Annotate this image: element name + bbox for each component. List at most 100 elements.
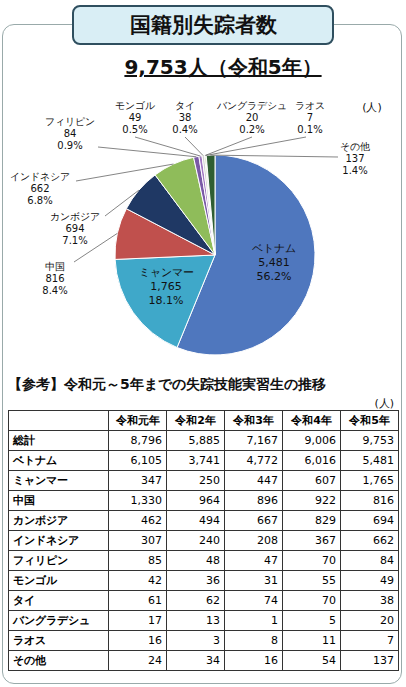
html-text:74: 74 [264, 594, 278, 607]
svg-text:ベトナム: ベトナム [252, 242, 296, 255]
svg-text:20: 20 [246, 112, 259, 123]
svg-text:カンボジア: カンボジア [50, 211, 100, 222]
html-text:367: 367 [315, 534, 336, 547]
svg-text:0.2%: 0.2% [239, 124, 264, 135]
html-text:令和4年: 令和4年 [291, 414, 332, 427]
html-text:36: 36 [206, 574, 220, 587]
html-text:インドネシア: インドネシア [13, 534, 79, 547]
html-text:ミャンマー: ミャンマー [13, 474, 68, 487]
html-text:9,753: 9,753 [362, 434, 394, 447]
html-text:カンボジア: カンボジア [13, 514, 68, 527]
svg-text:7.1%: 7.1% [62, 235, 87, 246]
html-text:62: 62 [206, 594, 220, 607]
svg-text:18.1%: 18.1% [149, 294, 184, 307]
html-text:タイ: タイ [13, 594, 35, 607]
html-text:347: 347 [141, 474, 162, 487]
html-text:250: 250 [199, 474, 220, 487]
html-text:607: 607 [315, 474, 336, 487]
html-text:964: 964 [199, 494, 220, 507]
html-text:3,741: 3,741 [188, 454, 220, 467]
svg-text:0.1%: 0.1% [297, 124, 322, 135]
svg-text:7: 7 [307, 112, 313, 123]
html-text:(人): (人) [374, 397, 394, 410]
svg-text:その他: その他 [340, 141, 370, 152]
html-text:70: 70 [322, 554, 336, 567]
html-text:令和2年: 令和2年 [175, 414, 216, 427]
html-text:494: 494 [199, 514, 220, 527]
html-text:5,481: 5,481 [362, 454, 394, 467]
html-text:462: 462 [141, 514, 162, 527]
html-text:国籍別失踪者数: 国籍別失踪者数 [129, 13, 277, 37]
html-text:85: 85 [148, 554, 162, 567]
html-text:令和5年: 令和5年 [349, 414, 390, 427]
html-text:922: 922 [315, 494, 336, 507]
svg-text:38: 38 [179, 112, 192, 123]
svg-text:バングラデシュ: バングラデシュ [216, 100, 287, 111]
html-text:8,796: 8,796 [130, 434, 162, 447]
html-text:667: 667 [257, 514, 278, 527]
html-text:208: 208 [257, 534, 278, 547]
html-text:ベトナム: ベトナム [13, 454, 57, 467]
svg-text:(人): (人) [362, 101, 382, 114]
html-text:47: 47 [264, 554, 278, 567]
svg-text:0.4%: 0.4% [172, 124, 197, 135]
svg-text:1.4%: 1.4% [342, 165, 367, 176]
svg-text:中国: 中国 [45, 261, 65, 272]
svg-text:ラオス: ラオス [295, 100, 325, 111]
svg-text:ミャンマー: ミャンマー [139, 266, 194, 279]
svg-text:6.8%: 6.8% [27, 195, 52, 206]
html-text:17: 17 [148, 614, 162, 627]
html-text:55: 55 [322, 574, 336, 587]
html-text:896: 896 [257, 494, 278, 507]
svg-text:フィリピン: フィリピン [45, 116, 95, 127]
html-text:バングラデシュ: バングラデシュ [13, 614, 90, 627]
html-text:38: 38 [380, 594, 394, 607]
html-text:662: 662 [373, 534, 394, 547]
svg-text:662: 662 [30, 183, 49, 194]
html-text:48: 48 [206, 554, 220, 567]
svg-text:0.5%: 0.5% [122, 124, 147, 135]
svg-text:タイ: タイ [175, 100, 195, 111]
html-text:829: 829 [315, 514, 336, 527]
svg-text:816: 816 [45, 273, 64, 284]
html-text:5,885: 5,885 [188, 434, 220, 447]
html-text:49: 49 [380, 574, 394, 587]
html-text:694: 694 [373, 514, 394, 527]
svg-text:モンゴル: モンゴル [115, 100, 155, 111]
html-text:31: 31 [264, 574, 278, 587]
svg-text:5,481: 5,481 [258, 256, 290, 269]
svg-text:84: 84 [64, 128, 77, 139]
svg-text:56.2%: 56.2% [257, 270, 292, 283]
html-text:61: 61 [148, 594, 162, 607]
html-text:フィリピン: フィリピン [13, 554, 68, 567]
html-text:816: 816 [373, 494, 394, 507]
html-text:4,772: 4,772 [246, 454, 278, 467]
svg-text:137: 137 [345, 153, 364, 164]
html-text:中国: 中国 [13, 494, 35, 507]
html-text:総計: 総計 [13, 434, 35, 447]
html-text:42: 42 [148, 574, 162, 587]
html-text:307: 307 [141, 534, 162, 547]
svg-text:49: 49 [129, 112, 142, 123]
html-text:447: 447 [257, 474, 278, 487]
html-text:9,006: 9,006 [304, 434, 336, 447]
html-text:70: 70 [322, 594, 336, 607]
svg-text:8.4%: 8.4% [42, 285, 67, 296]
html-text:7,167: 7,167 [246, 434, 278, 447]
html-text:6,105: 6,105 [130, 454, 162, 467]
html-text:1,765: 1,765 [362, 474, 394, 487]
html-text:モンゴル: モンゴル [13, 574, 57, 587]
html-text:6,016: 6,016 [304, 454, 336, 467]
svg-text:インドネシア: インドネシア [10, 171, 70, 182]
html-text:13: 13 [206, 614, 220, 627]
svg-text:0.9%: 0.9% [57, 140, 82, 151]
html-text:9,753人（令和5年）: 9,753人（令和5年） [124, 55, 322, 79]
svg-text:694: 694 [65, 223, 84, 234]
html-text:令和3年: 令和3年 [233, 414, 274, 427]
html-text:令和元年: 令和元年 [115, 414, 160, 427]
html-text:240: 240 [199, 534, 220, 547]
html-text:84: 84 [380, 554, 394, 567]
html-text:【参考】令和元～5年までの失踪技能実習生の推移: 【参考】令和元～5年までの失踪技能実習生の推移 [8, 376, 326, 392]
html-text:1,330: 1,330 [130, 494, 162, 507]
svg-text:1,765: 1,765 [150, 280, 182, 293]
